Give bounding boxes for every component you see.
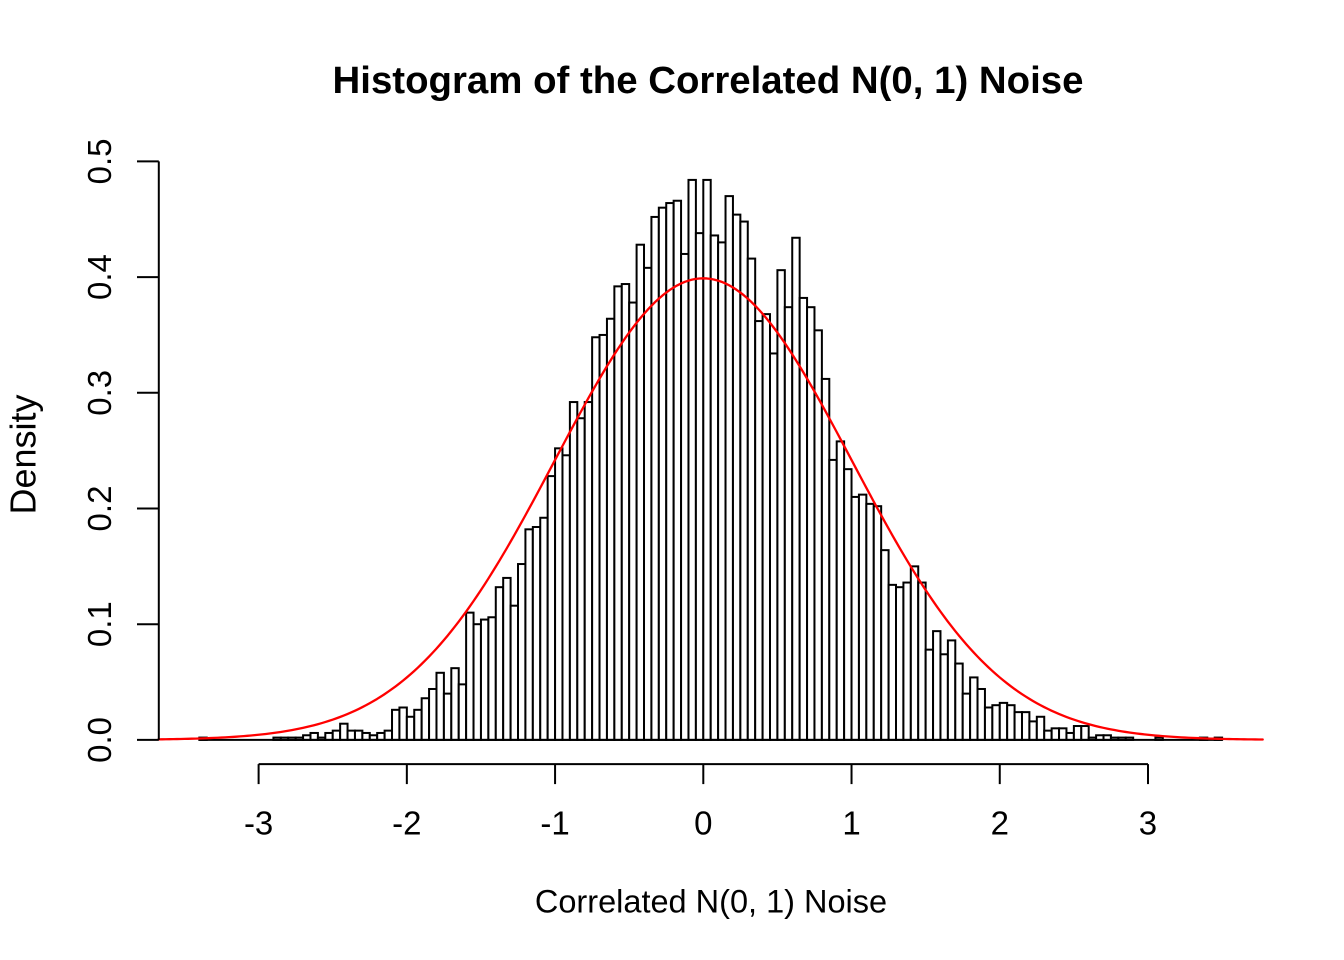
svg-text:-1: -1 — [540, 804, 569, 841]
svg-text:0.4: 0.4 — [81, 254, 118, 300]
svg-text:Density: Density — [3, 394, 44, 514]
svg-text:2: 2 — [991, 804, 1009, 841]
svg-text:-3: -3 — [244, 804, 273, 841]
svg-text:1: 1 — [842, 804, 860, 841]
svg-text:Correlated N(0, 1) Noise: Correlated N(0, 1) Noise — [535, 884, 887, 920]
svg-text:-2: -2 — [392, 804, 421, 841]
svg-text:0.2: 0.2 — [81, 486, 118, 532]
svg-text:0.0: 0.0 — [81, 717, 118, 763]
svg-text:3: 3 — [1139, 804, 1157, 841]
svg-text:0: 0 — [694, 804, 712, 841]
svg-text:0.5: 0.5 — [81, 138, 118, 184]
svg-text:0.3: 0.3 — [81, 370, 118, 416]
svg-text:0.1: 0.1 — [81, 601, 118, 647]
svg-text:Histogram of the Correlated N(: Histogram of the Correlated N(0, 1) Nois… — [333, 59, 1084, 102]
